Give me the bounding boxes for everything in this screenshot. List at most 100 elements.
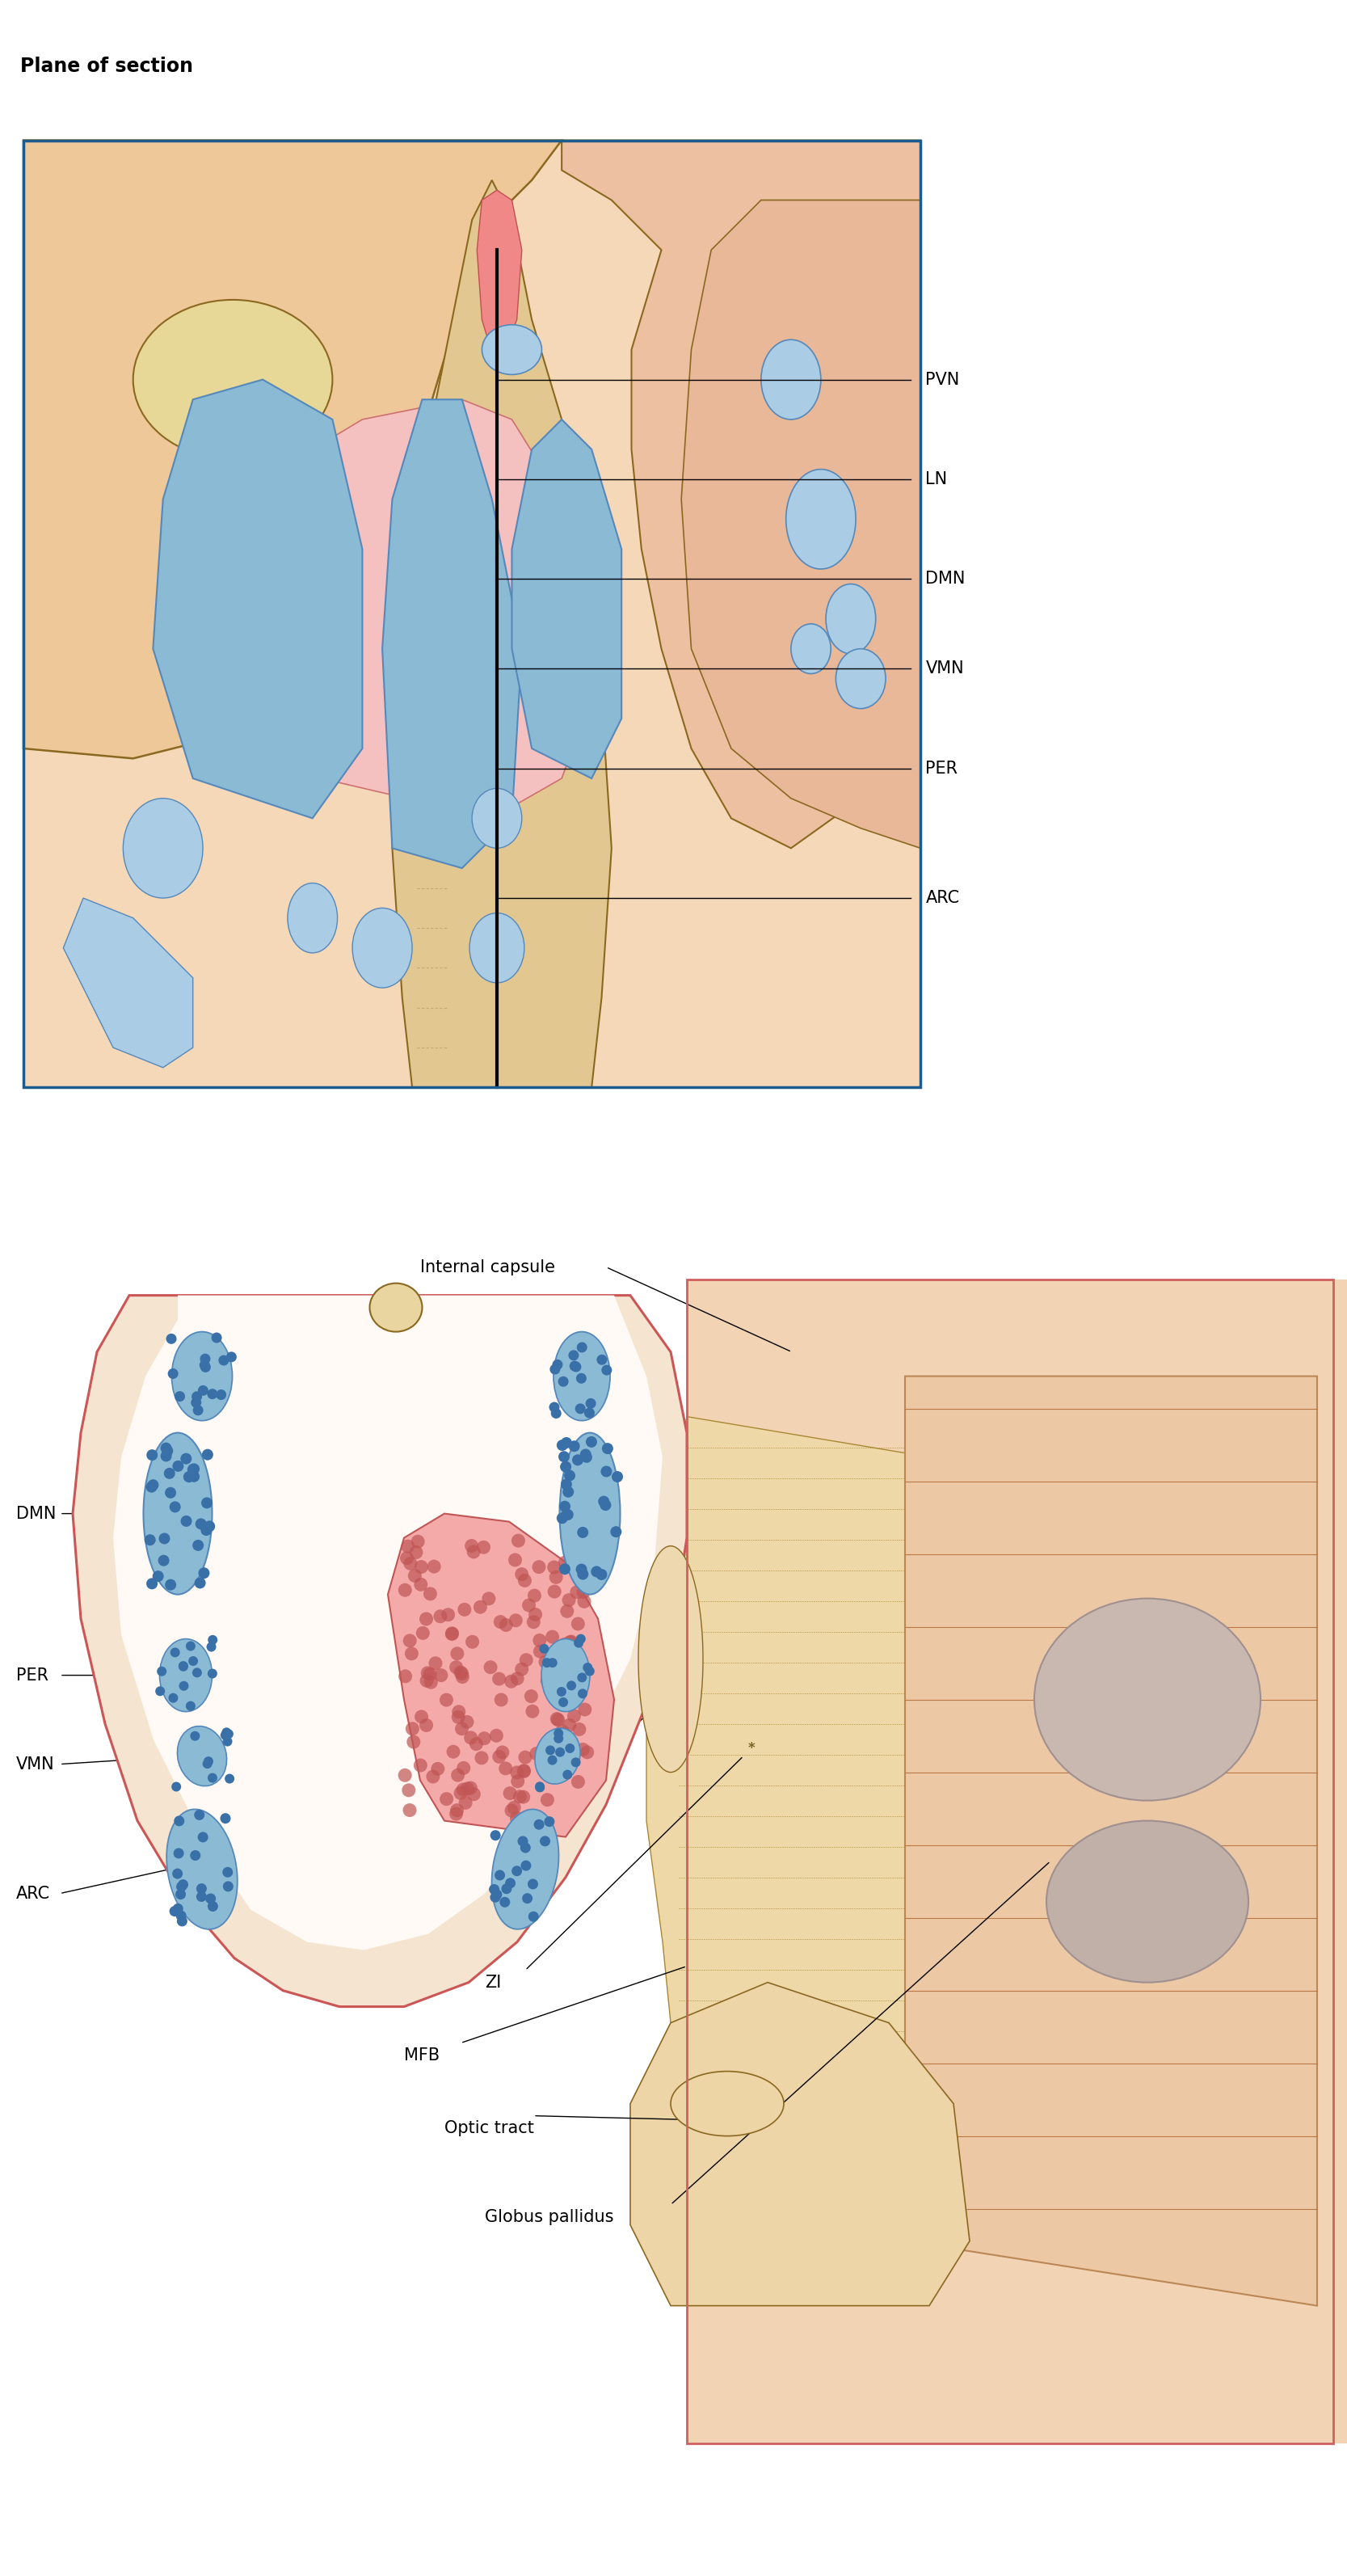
Circle shape — [203, 1757, 213, 1767]
Circle shape — [415, 1561, 428, 1574]
Circle shape — [450, 1646, 465, 1662]
Circle shape — [191, 1391, 202, 1401]
Circle shape — [482, 1592, 496, 1605]
Circle shape — [201, 1363, 210, 1373]
Circle shape — [563, 1718, 577, 1731]
Circle shape — [457, 1783, 470, 1795]
Text: VMN: VMN — [16, 1757, 55, 1772]
Circle shape — [455, 1721, 469, 1736]
Text: DMN: DMN — [925, 572, 966, 587]
Circle shape — [179, 1682, 189, 1690]
Text: Globus pallidus: Globus pallidus — [485, 2208, 614, 2226]
Circle shape — [574, 1638, 583, 1649]
Circle shape — [477, 1540, 490, 1553]
Circle shape — [147, 1450, 158, 1461]
Circle shape — [164, 1468, 175, 1479]
Ellipse shape — [171, 1332, 232, 1419]
Circle shape — [407, 1736, 420, 1749]
Circle shape — [176, 1917, 187, 1927]
Circle shape — [528, 1589, 541, 1602]
Circle shape — [416, 1625, 430, 1641]
Circle shape — [466, 1636, 480, 1649]
Circle shape — [524, 1690, 537, 1703]
Circle shape — [515, 1566, 528, 1582]
Circle shape — [155, 1687, 164, 1695]
Circle shape — [517, 1837, 528, 1847]
Circle shape — [423, 1667, 436, 1682]
Circle shape — [511, 1775, 524, 1788]
Circle shape — [172, 1868, 183, 1878]
Text: Optic tract: Optic tract — [445, 2120, 533, 2136]
Circle shape — [477, 1731, 492, 1744]
Circle shape — [559, 1564, 570, 1574]
Circle shape — [602, 1365, 612, 1376]
Circle shape — [206, 1641, 216, 1651]
Circle shape — [455, 1669, 469, 1685]
Circle shape — [516, 1790, 531, 1803]
Circle shape — [399, 1669, 412, 1682]
Circle shape — [203, 1520, 216, 1533]
Circle shape — [427, 1558, 440, 1574]
Circle shape — [439, 1793, 454, 1806]
Circle shape — [492, 1888, 502, 1899]
Circle shape — [602, 1443, 613, 1455]
Circle shape — [186, 1700, 195, 1710]
Circle shape — [540, 1757, 555, 1772]
Circle shape — [533, 1819, 544, 1829]
Ellipse shape — [761, 340, 820, 420]
Circle shape — [463, 1731, 478, 1744]
Circle shape — [201, 1525, 211, 1535]
Circle shape — [548, 1659, 558, 1667]
Polygon shape — [477, 191, 521, 368]
Ellipse shape — [1034, 1600, 1261, 1801]
Ellipse shape — [143, 1432, 211, 1595]
Circle shape — [201, 1497, 213, 1510]
Circle shape — [570, 1360, 581, 1370]
Circle shape — [414, 1577, 427, 1592]
Circle shape — [586, 1437, 597, 1448]
Circle shape — [197, 1891, 206, 1901]
Circle shape — [426, 1770, 440, 1783]
Text: ARC: ARC — [925, 889, 959, 907]
Circle shape — [550, 1656, 563, 1672]
Circle shape — [145, 1481, 158, 1492]
Circle shape — [577, 1373, 586, 1383]
Circle shape — [490, 1891, 501, 1904]
Circle shape — [198, 1386, 209, 1396]
Circle shape — [512, 1865, 523, 1875]
Ellipse shape — [471, 788, 521, 848]
Circle shape — [571, 1561, 586, 1574]
Circle shape — [550, 1713, 564, 1726]
Circle shape — [568, 1566, 583, 1579]
Polygon shape — [23, 139, 920, 1087]
Circle shape — [528, 1878, 537, 1888]
Circle shape — [563, 1662, 577, 1674]
Circle shape — [404, 1556, 418, 1571]
Circle shape — [170, 1502, 180, 1512]
Circle shape — [190, 1731, 199, 1741]
Circle shape — [575, 1564, 587, 1574]
Ellipse shape — [554, 1332, 610, 1419]
Text: MFB: MFB — [404, 2048, 439, 2063]
Circle shape — [218, 1355, 229, 1365]
Circle shape — [586, 1399, 595, 1409]
Circle shape — [552, 1754, 566, 1767]
Text: ARC: ARC — [16, 1886, 50, 1901]
Circle shape — [585, 1406, 594, 1419]
Circle shape — [564, 1471, 575, 1481]
Circle shape — [450, 1806, 463, 1821]
Circle shape — [563, 1770, 572, 1780]
Circle shape — [160, 1450, 172, 1461]
Circle shape — [221, 1731, 230, 1739]
Circle shape — [581, 1448, 591, 1461]
Circle shape — [578, 1569, 589, 1579]
Circle shape — [420, 1674, 434, 1687]
Circle shape — [591, 1566, 602, 1577]
Circle shape — [492, 1749, 506, 1765]
Circle shape — [164, 1486, 176, 1499]
Circle shape — [458, 1602, 471, 1615]
Circle shape — [222, 1880, 233, 1891]
Circle shape — [501, 1883, 512, 1893]
Circle shape — [211, 1332, 222, 1342]
Circle shape — [434, 1610, 447, 1623]
